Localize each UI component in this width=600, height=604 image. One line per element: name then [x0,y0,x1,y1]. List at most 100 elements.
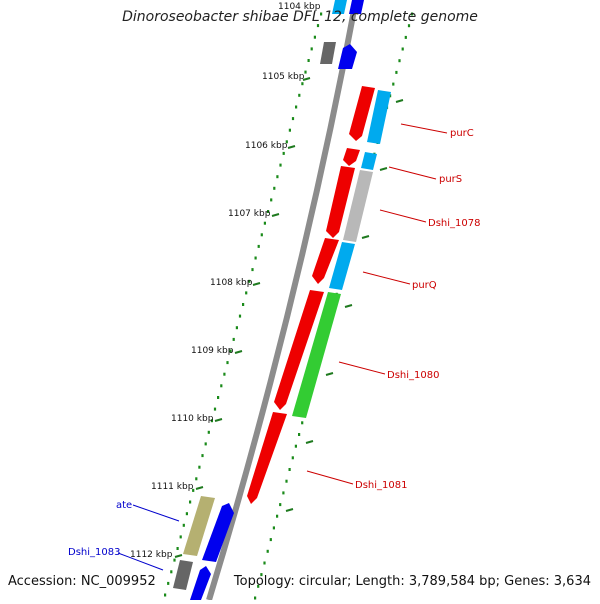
ruler-tick [195,486,204,490]
track-dot [407,24,411,28]
track-dot [251,268,254,272]
track-dot [272,526,275,530]
track-dot [257,244,260,248]
track-dot [266,549,269,553]
gene-label-ate[interactable]: ate [116,500,132,511]
gene-label-Dshi_1080[interactable]: Dshi_1080 [387,370,439,381]
gene-arrow-blue-small[interactable] [338,44,357,69]
leader-1083 [117,552,164,571]
track-dot [392,82,395,86]
gene-arrow-1078-red[interactable] [326,166,355,238]
track-dot [282,491,285,495]
leader-ate [132,504,180,522]
topology-text: Topology: circular; Length: 3,789,584 bp… [233,574,591,589]
ruler-label-1107: 1107 kbp [228,209,271,219]
gene-label-Dshi_1083[interactable]: Dshi_1083 [68,547,120,558]
track-dot [207,430,210,434]
track-dot [304,70,307,74]
track-dot [198,465,201,469]
track-dot [201,454,204,458]
ruler-label-1106: 1106 kbp [245,141,288,151]
gene-arrow-partial-top-cyan[interactable] [332,0,347,14]
gene-arrow-1083-gray[interactable] [173,560,193,590]
track-dot [298,433,301,436]
gene-label-purC[interactable]: purC [450,128,474,139]
track-dot [295,105,298,109]
leader-1080 [338,361,386,375]
track-dot [269,538,272,542]
track-dot [411,12,414,16]
leader-1081 [306,470,354,485]
ruler-tick [214,418,223,422]
track-dot [310,47,313,51]
track-dot [276,175,279,179]
track-dot [170,570,173,574]
track-dot [204,442,207,446]
gene-arrow-1080-red[interactable] [274,290,324,410]
gene-arrow-purQ-cyan[interactable] [329,242,355,290]
track-dot [307,59,310,62]
track-dot [257,584,260,588]
gene-arrow-ate-olive[interactable] [183,496,215,556]
track-dot [404,35,407,39]
ruler-dotted-track [164,12,323,597]
ruler-tick [174,554,183,558]
leader-purC [400,123,448,134]
ruler-label-1111: 1111 kbp [151,482,194,492]
track-dot [398,59,401,63]
gene-label-Dshi_1081[interactable]: Dshi_1081 [355,480,407,491]
track-dot [260,233,263,237]
track-dot [263,561,266,565]
track-dot [294,444,297,448]
gene-label-purS[interactable]: purS [439,174,462,185]
gene-arrow-blue-mid[interactable] [202,503,234,562]
track-dot [301,421,304,425]
gene-arrow-purC-red[interactable] [349,86,375,141]
gene-arrow-purS-red[interactable] [343,148,360,166]
label-leader-lines [117,123,448,571]
leader-purS [388,166,437,180]
kbp-ruler: 1104 kbp 1105 kbp 1106 kbp 1107 kbp 1108… [130,2,321,560]
ruler-label-partial: 1104 kbp [278,2,321,12]
ruler-tick [252,282,261,286]
gene-arrow-purC-cyan[interactable] [367,90,391,144]
track-dot [185,512,188,516]
ruler-tick [302,77,311,81]
track-dot [298,93,301,97]
track-dot [220,384,223,388]
track-dot [210,419,213,423]
track-dot [395,70,398,74]
track-dot [270,198,273,202]
ruler-tick [287,145,296,149]
gene-arrow-blue-bottom[interactable] [190,566,211,600]
gene-label-Dshi_1078[interactable]: Dshi_1078 [428,218,480,229]
gene-arrow-1078-gray[interactable] [343,170,373,242]
track-dot [164,593,167,597]
track-dot [313,35,316,39]
track-dot [285,140,288,144]
outer-tick [379,167,388,171]
outer-tick [395,99,404,103]
gene-arrow-purS-cyan[interactable] [361,152,377,170]
track-dot [217,396,220,399]
gene-arrow-gray-small[interactable] [320,42,336,64]
outer-tick [344,304,353,308]
gene-arrow-purQ-red[interactable] [312,238,339,284]
gene-arrow-1081-red[interactable] [247,412,287,504]
track-dot [242,303,245,306]
ruler-label-1105: 1105 kbp [262,72,305,82]
ruler-tick [271,213,280,217]
track-dot [279,163,282,167]
gene-arrow-1080-green[interactable] [292,292,341,418]
gene-label-purQ[interactable]: purQ [412,280,437,291]
track-dot [254,256,257,260]
gene-arrow-partial-top-blue[interactable] [349,0,364,14]
track-dot [238,314,242,318]
track-dot [245,291,248,295]
accession-text: Accession: NC_009952 [8,574,156,589]
outer-tick [285,508,294,512]
leader-1078 [379,209,427,223]
track-dot [235,326,238,330]
track-dot [260,573,263,577]
